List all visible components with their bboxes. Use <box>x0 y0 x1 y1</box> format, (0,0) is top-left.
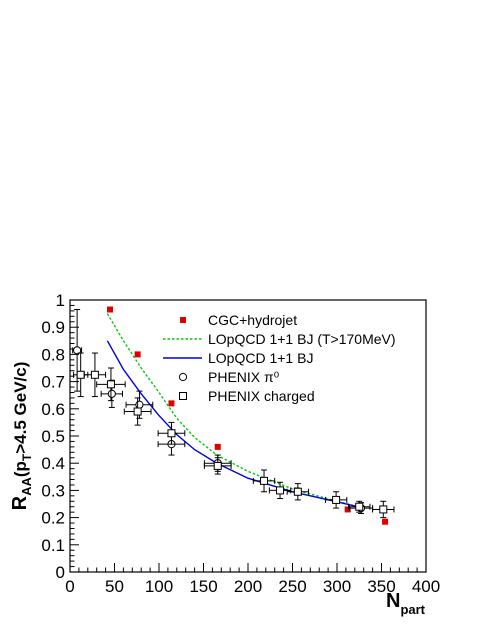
phenix-pi0-point <box>73 346 82 355</box>
x-tick-labels: 0 50 100 150 200 250 300 350 400 <box>65 577 440 596</box>
phenix-charged-point <box>355 502 364 511</box>
legend: CGC+hydrojet LOpQCD 1+1 BJ (T>170MeV) LOpQ… <box>163 312 396 404</box>
cgc-hydrojet-point <box>214 443 221 450</box>
cgc-hydrojet-point <box>168 400 175 407</box>
phenix-charged-point <box>213 461 222 470</box>
y-tick-label: 0.3 <box>41 481 65 500</box>
legend-lopqcd-t170: LOpQCD 1+1 BJ (T>170MeV) <box>163 331 396 347</box>
y-tick-label: 0.5 <box>41 427 65 446</box>
curve-lopqcd-bj <box>106 340 364 509</box>
legend-cgc-hydrojet: CGC+hydrojet <box>180 312 297 328</box>
y-tick-labels: 0 0.1 0.2 0.3 0.4 0.5 0.6 0.7 0.8 0.9 1 <box>41 291 65 582</box>
legend-label: LOpQCD 1+1 BJ <box>208 350 313 366</box>
phenix-charged-point <box>167 429 176 438</box>
x-tick-label: 150 <box>189 577 217 596</box>
cgc-hydrojet-point <box>134 351 141 358</box>
phenix-charged-point <box>76 370 85 379</box>
phenix-charged-point <box>133 407 142 416</box>
y-tick-label: 0.8 <box>41 345 65 364</box>
legend-marker-symbol <box>179 392 187 400</box>
x-tick-label: 50 <box>105 577 124 596</box>
legend-label: CGC+hydrojet <box>208 312 297 328</box>
y-tick-label: 0 <box>56 563 65 582</box>
x-tick-label: 0 <box>65 577 74 596</box>
cgc-hydrojet-point <box>344 506 351 513</box>
data-markers <box>72 306 395 525</box>
legend-phenix-pi0: PHENIX π⁰ <box>178 369 280 385</box>
phenix-pi0-point <box>135 400 144 409</box>
model-curves <box>106 313 364 509</box>
phenix-charged-point <box>106 380 115 389</box>
y-tick-label: 0.6 <box>41 400 65 419</box>
legend-marker-symbol <box>180 317 186 323</box>
phenix-charged-point <box>379 505 388 514</box>
x-tick-label: 400 <box>412 577 440 596</box>
y-tick-label: 1 <box>56 291 65 310</box>
legend-lopqcd-bj: LOpQCD 1+1 BJ <box>163 350 313 366</box>
y-axis-title: RAA(pT>4.5 GeV/c) <box>9 362 34 511</box>
y-tick-label: 0.9 <box>41 318 65 337</box>
phenix-pi0-point <box>107 389 116 398</box>
y-tick-label: 0.1 <box>41 536 65 555</box>
cgc-hydrojet-point <box>107 306 114 313</box>
x-tick-label: 200 <box>234 577 262 596</box>
axis-ticks <box>69 299 427 573</box>
cgc-hydrojet-point <box>382 518 389 525</box>
legend-marker-symbol <box>178 372 188 382</box>
x-tick-label: 350 <box>367 577 395 596</box>
phenix-charged-point <box>276 486 285 495</box>
legend-label: PHENIX charged <box>208 388 315 404</box>
phenix-charged-point <box>332 495 341 504</box>
y-tick-label: 0.4 <box>41 454 65 473</box>
phenix-charged-point <box>260 476 269 485</box>
y-tick-label: 0.7 <box>41 373 65 392</box>
x-tick-label: 300 <box>323 577 351 596</box>
x-tick-label: 250 <box>278 577 306 596</box>
legend-phenix-charged: PHENIX charged <box>179 388 315 404</box>
phenix-charged-point <box>90 370 99 379</box>
legend-label: LOpQCD 1+1 BJ (T>170MeV) <box>208 331 396 347</box>
phenix-charged-point <box>293 487 302 496</box>
x-axis-title: Npart <box>386 590 426 617</box>
legend-label: PHENIX π⁰ <box>208 369 280 385</box>
y-tick-label: 0.2 <box>41 509 65 528</box>
x-tick-label: 100 <box>145 577 173 596</box>
